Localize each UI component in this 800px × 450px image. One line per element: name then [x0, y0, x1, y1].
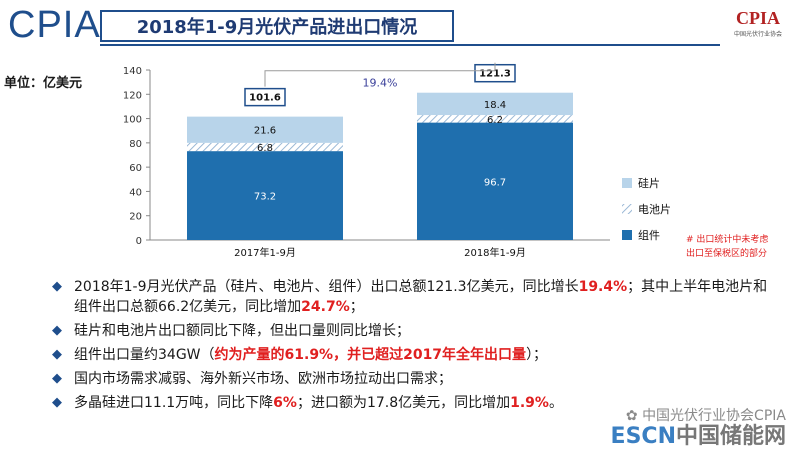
highlight-text: 19.4%: [578, 279, 628, 295]
legend-label-module: 组件: [638, 228, 660, 242]
x-tick-label: 2017年1-9月: [234, 246, 296, 259]
bar-segment-cell: [417, 115, 573, 123]
bullet-item: ◆ 国内市场需求减弱、海外新兴市场、欧洲市场拉动出口需求；: [52, 369, 772, 389]
y-tick-label: 100: [123, 115, 142, 126]
diamond-bullet-icon: ◆: [52, 395, 62, 410]
highlight-text: 约为产量的61.9%，并已超过2017年全年出口量: [214, 347, 527, 363]
legend-swatch-module: [622, 230, 632, 240]
total-label: 121.3: [479, 69, 511, 80]
diamond-bullet-icon: ◆: [52, 371, 62, 386]
bullet-text: ；其中上半年电池片和组件出口总额66.2亿美元，同比增加: [74, 279, 768, 315]
total-box: [244, 87, 286, 107]
legend-swatch-cell: [622, 204, 632, 214]
bullet-text: 多晶硅进口11.1万吨，同比下降: [74, 395, 274, 411]
page-title: 2018年1-9月光伏产品进出口情况: [100, 10, 454, 42]
data-label-cell: 6.8: [257, 143, 273, 154]
growth-bracket: [264, 62, 496, 87]
emblem-subtext: 中国光伏行业协会: [733, 31, 782, 38]
bullet-text: 2018年1-9月光伏产品（硅片、电池片、组件）出口总额121.3亿美元，同比增…: [74, 279, 579, 295]
bullet-text: 。: [548, 395, 563, 411]
bar-segment-silicon: [417, 92, 573, 116]
data-label-module: 73.2: [254, 192, 276, 203]
bar-segment-cell: [187, 142, 343, 152]
y-tick-label: 40: [129, 187, 142, 198]
y-tick-label: 80: [129, 139, 142, 150]
highlight-text: 1.9%: [510, 395, 549, 411]
data-label-cell: 6.2: [487, 115, 503, 126]
y-tick-label: 20: [129, 212, 142, 223]
y-tick-label: 0: [136, 236, 142, 247]
escn-logo: ESCN中国储能网: [610, 424, 786, 449]
wechat-icon: ✿: [625, 408, 643, 424]
x-tick-label: 2018年1-9月: [464, 246, 526, 259]
data-labels: 73.2 6.8 21.6 2017年1-9月 101.6 96.7 6.2 18.4 2018…: [234, 62, 526, 259]
bar-segment-module: [187, 151, 343, 240]
data-label-module: 96.7: [484, 177, 506, 188]
bullet-list: ◆ 2018年1-9月光伏产品（硅片、电池片、组件）出口总额121.3亿美元，同比…: [52, 277, 772, 417]
bar-segment-module: [417, 122, 573, 240]
bullet-text: ；: [349, 299, 364, 315]
y-tick-label: 140: [123, 66, 142, 77]
bullet-text: 硅片和电池片出口额同比下降，但出口量则同比增长；: [74, 323, 410, 339]
unit-label: 单位：亿美元: [4, 76, 83, 91]
title-divider: [100, 44, 720, 46]
bullet-item: ◆ 2018年1-9月光伏产品（硅片、电池片、组件）出口总额121.3亿美元，同比…: [52, 277, 772, 317]
diamond-bullet-icon: ◆: [52, 347, 62, 362]
growth-label: 19.4%: [363, 77, 398, 90]
bullet-text: 组件出口量约34GW（: [74, 347, 215, 363]
cpia-emblem-logo: CPIA 中国光伏行业协会: [734, 8, 782, 38]
cpia-logo: CPIA: [8, 4, 101, 46]
bullet-item: ◆ 硅片和电池片出口额同比下降，但出口量则同比增长；: [52, 321, 772, 341]
bar-segment-silicon: [187, 116, 343, 143]
y-tick-label: 120: [123, 90, 142, 101]
chart-note: 出口至保税区的部分: [686, 247, 767, 259]
bullet-item: ◆ 组件出口量约34GW（约为产量的61.9%，并已超过2017年全年出口量）；: [52, 345, 772, 365]
legend-label-cell: 电池片: [638, 203, 671, 216]
bullet-text: 国内市场需求减弱、海外新兴市场、欧洲市场拉动出口需求；: [74, 371, 452, 387]
emblem-text: CPIA: [735, 8, 780, 28]
stacked-bar-chart: 0 20 40 60 80 100 120 140 73.2 6.8 21.6 2017年1-9月 1…: [123, 62, 768, 259]
highlight-text: 24.7%: [301, 299, 350, 315]
bullet-item: ◆ 多晶硅进口11.1万吨，同比下降6%；进口额为17.8亿美元，同比增加1.9%…: [52, 393, 772, 413]
legend-label-silicon: 硅片: [638, 177, 660, 190]
highlight-text: 6%: [273, 395, 297, 411]
bars: [187, 92, 573, 240]
wechat-watermark: ✿ 中国光伏行业协会CPIA: [625, 408, 786, 424]
data-label-silicon: 21.6: [254, 126, 276, 137]
total-label: 101.6: [249, 93, 281, 104]
y-tick-label: 60: [129, 163, 142, 174]
chart-note: # 出口统计中未考虑: [686, 233, 768, 245]
legend-swatch-silicon: [622, 178, 632, 188]
diamond-bullet-icon: ◆: [52, 279, 62, 294]
bullet-text: ；进口额为17.8亿美元，同比增加: [296, 395, 511, 411]
data-label-silicon: 18.4: [484, 100, 506, 111]
bullet-text: ）；: [526, 347, 548, 363]
diamond-bullet-icon: ◆: [52, 323, 62, 338]
